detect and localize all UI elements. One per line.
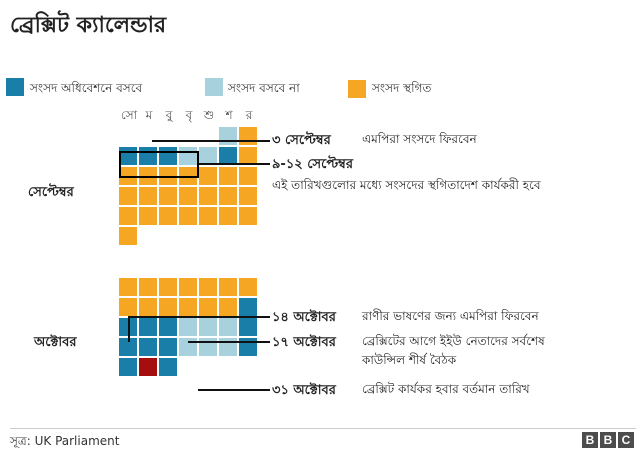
calendar-day-september-17: [119, 187, 137, 205]
annotation-text-oct-17-line2: কাউন্সিল শীর্ষ বৈঠক: [362, 353, 457, 367]
annotation-date-oct-17: ১৭ অক্টোবর: [272, 335, 336, 350]
calendar-day-october-5: [199, 278, 217, 296]
calendar-day-october-21: [239, 318, 257, 336]
annotation-date-sep-3: ৩ সেপ্টেম্বর: [272, 133, 331, 148]
leader-line-oct-14-v: [128, 316, 130, 342]
footer-rule: [10, 428, 636, 429]
annotation-text-sep-9-12: এই তারিখগুলোর মধ্যে সংসদের স্থগিতাদেশ কা…: [272, 178, 541, 192]
weekday-mon: সো: [120, 108, 138, 122]
calendar-day-september-7: [199, 147, 217, 165]
calendar-day-october-6: [219, 278, 237, 296]
highlight-frame-sep-9-12: [119, 151, 199, 178]
leader-line-oct-17: [188, 341, 270, 343]
calendar-day-october-12: [199, 298, 217, 316]
legend-swatch-prorogued: [348, 80, 366, 98]
annotation-text-sep-3: এমপিরা সংসদে ফিরবেন: [362, 132, 477, 146]
weekday-sun: র: [245, 108, 253, 122]
leader-line-sep-3: [152, 140, 270, 142]
calendar-day-september-28: [199, 207, 217, 225]
calendar-october: [119, 278, 259, 404]
calendar-day-october-17: [159, 318, 177, 336]
bbc-logo-letter-1: B: [582, 432, 598, 448]
calendar-day-september-14: [199, 167, 217, 185]
annotation-text-oct-17: ব্রেক্সিটের আগে ইইউ নেতাদের সর্বশেষ: [362, 334, 545, 348]
calendar-day-october-18: [179, 318, 197, 336]
leader-line-oct-31: [198, 389, 270, 391]
calendar-day-october-20: [219, 318, 237, 336]
annotation-date-sep-9-12: ৯-১২ সেপ্টেম্বর: [272, 157, 353, 172]
calendar-day-october-1: [119, 278, 137, 296]
legend-label-not-sitting: সংসদ বসবে না: [228, 81, 300, 95]
source-note: সূত্র: UK Parliament: [10, 434, 120, 448]
calendar-day-september-2: [239, 127, 257, 145]
calendar-day-september-16: [239, 167, 257, 185]
annotation-text-oct-31: ব্রেক্সিট কার্যকর হবার বর্তমান তারিখ: [362, 382, 530, 396]
calendar-day-september-23: [239, 187, 257, 205]
legend-label-prorogued: সংসদ স্থগিত: [372, 81, 432, 95]
calendar-day-october-4: [179, 278, 197, 296]
weekday-thu: বৃ: [185, 108, 193, 122]
calendar-day-september-9: [239, 147, 257, 165]
legend-swatch-not-sitting: [205, 78, 223, 96]
month-label-september: সেপ্টেম্বর: [28, 185, 74, 200]
leader-line-oct-14-h: [128, 316, 270, 318]
page-title: ব্রেক্সিট ক্যালেন্ডার: [10, 13, 167, 38]
calendar-day-october-8: [119, 298, 137, 316]
calendar-day-october-2: [139, 278, 157, 296]
calendar-day-september-26: [159, 207, 177, 225]
annotation-date-oct-31: ৩১ অক্টোবর: [272, 383, 336, 398]
calendar-day-october-30: [139, 358, 157, 376]
calendar-day-october-11: [179, 298, 197, 316]
calendar-day-october-22: [119, 338, 137, 356]
calendar-day-september-27: [179, 207, 197, 225]
calendar-day-october-31: [159, 358, 177, 376]
calendar-september: [119, 127, 259, 253]
calendar-day-october-13: [219, 298, 237, 316]
weekday-wed: বু: [165, 108, 173, 122]
calendar-day-october-19: [199, 318, 217, 336]
annotation-text-oct-14: রাণীর ভাষণের জন্য এমপিরা ফিরবেন: [362, 309, 539, 323]
calendar-day-september-21: [199, 187, 217, 205]
calendar-day-october-10: [159, 298, 177, 316]
leader-line-sep-9-12: [199, 163, 270, 165]
bbc-logo-letter-3: C: [618, 432, 634, 448]
calendar-day-october-14: [239, 298, 257, 316]
weekday-fri: শু: [203, 108, 215, 122]
calendar-day-september-31: [119, 227, 137, 245]
calendar-day-september-22: [219, 187, 237, 205]
month-label-october: অক্টোবর: [34, 335, 77, 350]
calendar-day-october-24: [159, 338, 177, 356]
legend-swatch-sitting: [6, 78, 24, 96]
annotation-date-oct-14: ১৪ অক্টোবর: [272, 310, 336, 325]
calendar-day-september-18: [139, 187, 157, 205]
calendar-day-october-7: [239, 278, 257, 296]
calendar-day-october-16: [139, 318, 157, 336]
calendar-day-september-8: [219, 147, 237, 165]
calendar-day-october-23: [139, 338, 157, 356]
calendar-day-october-9: [139, 298, 157, 316]
weekday-tue: ম: [145, 108, 153, 122]
bbc-logo-letter-2: B: [600, 432, 616, 448]
calendar-day-october-3: [159, 278, 177, 296]
calendar-day-october-29: [119, 358, 137, 376]
calendar-day-september-20: [179, 187, 197, 205]
calendar-day-september-30: [239, 207, 257, 225]
calendar-day-september-24: [119, 207, 137, 225]
calendar-day-september-25: [139, 207, 157, 225]
calendar-day-september-29: [219, 207, 237, 225]
calendar-day-september-19: [159, 187, 177, 205]
calendar-day-september-15: [219, 167, 237, 185]
calendar-day-september-1: [219, 127, 237, 145]
legend-label-sitting: সংসদ অধিবেশনে বসবে: [30, 81, 143, 95]
weekday-sat: শ: [225, 108, 233, 122]
